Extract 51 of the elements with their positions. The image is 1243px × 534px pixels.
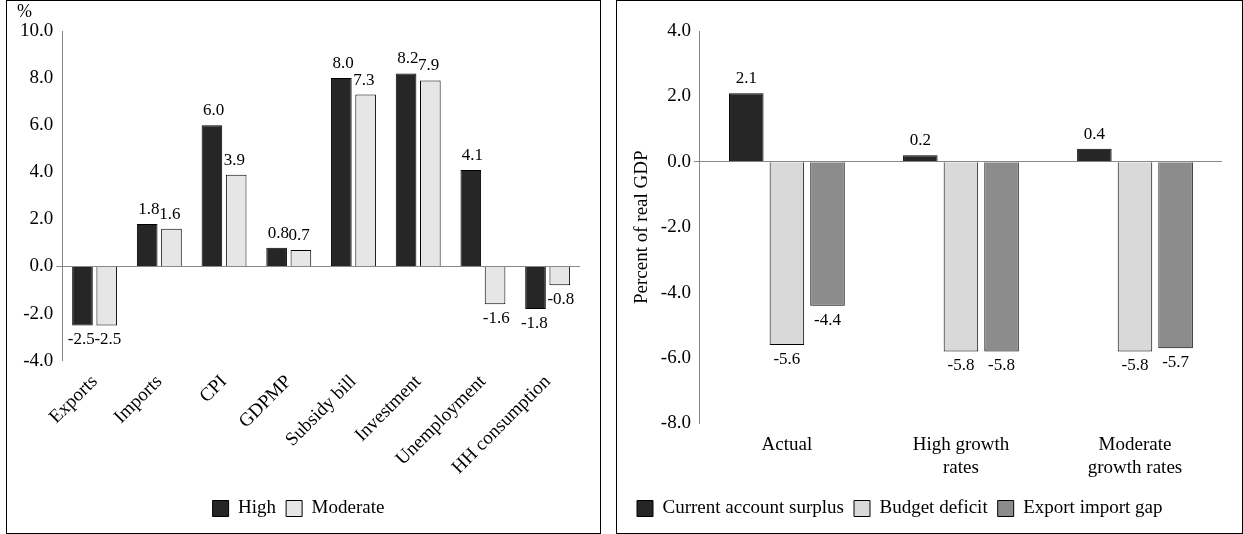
y-tick-label: -6.0 [660, 345, 691, 367]
y-tick-label: 2.0 [667, 84, 691, 106]
y-tick-label: 4.0 [667, 18, 691, 40]
y-tick-label: 6.0 [29, 113, 54, 135]
y-tick-label: 10.0 [20, 18, 54, 40]
data-label: 8.2 [397, 48, 419, 68]
data-label: 7.3 [353, 69, 375, 89]
legend-label: Moderate [311, 496, 385, 518]
data-label: -5.7 [1162, 352, 1190, 372]
x-tick-label: High growth rates [912, 432, 1010, 477]
y-tick-label: 8.0 [29, 66, 54, 88]
y-tick-label: 0.0 [667, 149, 691, 171]
data-label: 0.2 [909, 130, 931, 150]
legend-label: Export import gap [1023, 496, 1163, 518]
x-tick-label: Actual [761, 432, 813, 454]
data-label: -4.4 [814, 309, 842, 329]
legend-label: High [238, 496, 277, 518]
y-axis-title: Percent of real GDP [630, 150, 652, 304]
data-label: 2.1 [735, 68, 757, 88]
x-tick-label: Moderate growth rates [1087, 432, 1183, 477]
y-tick-label: -4.0 [23, 348, 54, 370]
data-label: 8.0 [332, 53, 354, 73]
data-label: 3.9 [223, 149, 246, 169]
legend-label: Budget deficit [879, 496, 989, 518]
data-label: 6.0 [202, 100, 225, 120]
y-tick-label: -4.0 [660, 280, 691, 302]
x-tick-label: CPI [194, 370, 231, 407]
data-label: -1.6 [482, 308, 510, 328]
data-label: 0.4 [1083, 123, 1106, 143]
data-label: 1.6 [159, 203, 181, 223]
data-label: 0.8 [267, 222, 289, 242]
y-tick-label: 0.0 [29, 254, 54, 276]
data-label: -0.8 [547, 289, 575, 309]
data-label: 1.8 [138, 199, 160, 219]
y-tick-label: 2.0 [29, 207, 54, 229]
y-tick-label: -2.0 [23, 301, 54, 323]
y-axis-title: % [17, 0, 32, 21]
legend-label: Current account surplus [662, 496, 845, 518]
y-tick-label: 4.0 [29, 160, 54, 182]
data-label: 7.9 [418, 55, 440, 75]
data-label: -5.8 [1121, 355, 1149, 375]
y-tick-label: -2.0 [660, 215, 691, 237]
y-tick-label: -8.0 [660, 411, 691, 433]
data-label: -5.8 [988, 355, 1016, 375]
data-label: -5.6 [773, 348, 801, 368]
data-label: -5.8 [947, 355, 975, 375]
data-label: -2.5 [94, 329, 122, 349]
data-label: -2.5 [67, 329, 95, 349]
data-label: 0.7 [288, 224, 311, 244]
data-label: 4.1 [461, 144, 484, 164]
data-label: -1.8 [520, 312, 548, 332]
